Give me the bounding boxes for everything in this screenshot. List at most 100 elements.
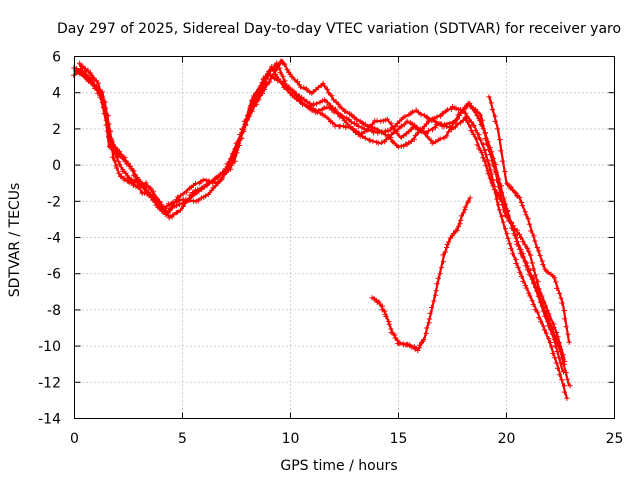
data-point-interp bbox=[122, 158, 128, 164]
data-point-interp bbox=[239, 126, 245, 132]
data-point-interp bbox=[184, 189, 190, 195]
data-point-interp bbox=[210, 185, 216, 191]
data-point bbox=[510, 223, 516, 229]
data-point-interp bbox=[494, 189, 500, 195]
data-point-interp bbox=[346, 116, 352, 122]
data-point-interp bbox=[514, 192, 520, 198]
data-point-interp bbox=[428, 304, 435, 311]
data-point-interp bbox=[429, 127, 436, 133]
data-point-interp bbox=[113, 165, 119, 171]
data-point-interp bbox=[280, 73, 286, 79]
data-point-interp bbox=[480, 155, 486, 161]
data-point-interp bbox=[553, 279, 559, 285]
y-tick-labels: -14 -12 -10 -8 -6 -4 -2 0 2 4 6 bbox=[38, 50, 61, 428]
data-point-interp bbox=[507, 241, 513, 247]
data-point-interp bbox=[170, 212, 176, 218]
data-point-interp bbox=[322, 113, 328, 119]
grid bbox=[74, 56, 615, 419]
data-point-interp bbox=[392, 335, 398, 341]
data-point-interp bbox=[393, 123, 399, 129]
data-point-interp bbox=[386, 134, 392, 140]
data-point bbox=[423, 130, 429, 137]
data-point-interp bbox=[364, 127, 370, 133]
data-point-interp bbox=[239, 135, 245, 141]
data-point-interp bbox=[561, 383, 568, 389]
data-point-interp bbox=[535, 279, 541, 285]
data-point-interp bbox=[498, 193, 504, 199]
data-point bbox=[564, 395, 570, 401]
data-point bbox=[77, 60, 83, 66]
x-tick-label: 0 bbox=[70, 431, 79, 447]
data-point bbox=[528, 252, 534, 258]
data-point-interp bbox=[180, 203, 186, 209]
data-point bbox=[489, 180, 495, 186]
data-point-interp bbox=[329, 93, 335, 99]
data-point bbox=[359, 130, 365, 136]
data-point-interp bbox=[80, 63, 86, 69]
data-point-interp bbox=[409, 109, 415, 115]
data-point-interp bbox=[433, 119, 439, 125]
data-point-interp bbox=[382, 128, 388, 134]
data-point-interp bbox=[476, 132, 482, 138]
data-point-interp bbox=[528, 273, 534, 279]
data-point-interp bbox=[148, 186, 154, 192]
data-point bbox=[404, 118, 410, 124]
data-point-interp bbox=[561, 389, 567, 395]
data-point-interp bbox=[492, 118, 498, 124]
data-point bbox=[444, 133, 450, 139]
data-point-interp bbox=[556, 340, 562, 346]
data-point-interp bbox=[336, 101, 342, 107]
data-point bbox=[538, 319, 544, 325]
x-tick-label: 20 bbox=[498, 431, 516, 447]
data-point-interp bbox=[250, 98, 256, 105]
data-point-interp bbox=[458, 213, 464, 219]
data-point-interp bbox=[555, 334, 561, 340]
data-point-interp bbox=[106, 121, 112, 127]
data-point-interp bbox=[431, 298, 437, 304]
data-point-interp bbox=[444, 121, 450, 127]
data-point-interp bbox=[329, 120, 336, 126]
data-point-interp bbox=[289, 74, 295, 80]
data-point-interp bbox=[470, 131, 476, 138]
data-point bbox=[216, 173, 222, 179]
data-point-interp bbox=[140, 182, 146, 188]
data-point-interp bbox=[378, 129, 385, 136]
data-point-interp bbox=[435, 275, 441, 281]
data-point-interp bbox=[304, 99, 310, 105]
data-point-interp bbox=[541, 299, 547, 305]
data-point-interp bbox=[483, 152, 489, 158]
data-point-interp bbox=[156, 199, 162, 205]
data-point bbox=[71, 72, 77, 78]
data-point-interp bbox=[333, 106, 339, 112]
data-point-interp bbox=[82, 66, 88, 72]
data-point-interp bbox=[437, 136, 443, 142]
data-point-interp bbox=[463, 110, 469, 116]
data-point-interp bbox=[481, 142, 487, 148]
data-point-interp bbox=[509, 251, 516, 257]
data-point-interp bbox=[102, 105, 108, 111]
data-point-interp bbox=[479, 123, 485, 129]
data-point bbox=[439, 111, 445, 117]
data-point-interp bbox=[273, 71, 279, 78]
data-point-interp bbox=[540, 262, 546, 268]
data-point-interp bbox=[499, 202, 506, 208]
y-tick-label: -2 bbox=[47, 194, 61, 210]
data-point-interp bbox=[487, 175, 493, 181]
data-point-interp bbox=[537, 253, 543, 259]
data-point-interp bbox=[513, 260, 519, 267]
data-point bbox=[366, 137, 372, 143]
data-point bbox=[517, 194, 523, 200]
data-point-interp bbox=[418, 112, 424, 118]
data-point-interp bbox=[130, 180, 136, 186]
data-point-interp bbox=[276, 65, 283, 71]
data-point-interp bbox=[552, 343, 558, 349]
data-point-interp bbox=[277, 70, 283, 76]
data-point-interp bbox=[438, 265, 445, 271]
data-point bbox=[109, 154, 115, 160]
data-point-interp bbox=[462, 204, 468, 210]
data-point-interp bbox=[525, 245, 531, 251]
data-point-interp bbox=[116, 162, 123, 168]
data-point-interp bbox=[424, 114, 430, 120]
data-point-interp bbox=[561, 307, 567, 314]
data-point-interp bbox=[532, 238, 538, 244]
